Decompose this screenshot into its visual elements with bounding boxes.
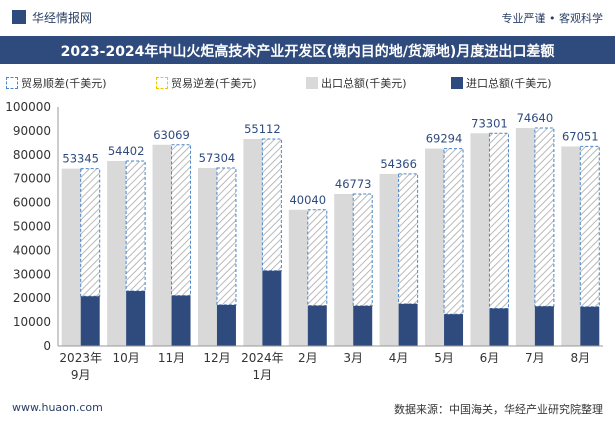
brand: 华经情报网 <box>12 9 92 26</box>
surplus-bar <box>534 127 555 307</box>
export-bar <box>243 139 263 346</box>
brand-name: 华经情报网 <box>32 11 93 25</box>
surplus-bar <box>398 173 419 305</box>
y-tick-label: 100000 <box>5 100 51 114</box>
y-tick-label: 70000 <box>13 172 51 186</box>
surplus-value-label: 69294 <box>426 132 463 146</box>
surplus-value-label: 73301 <box>471 116 508 130</box>
x-tick-label: 2月 <box>298 351 318 365</box>
surplus-bar <box>261 138 282 272</box>
y-tick-label: 90000 <box>13 124 51 138</box>
export-bar <box>61 168 81 346</box>
x-tick-label: 3月 <box>343 351 363 365</box>
export-bar <box>107 161 127 346</box>
x-tick-label: 2023年 9月 <box>59 351 102 382</box>
import-bar <box>353 305 373 346</box>
surplus-bar <box>171 144 192 297</box>
surplus-value-label: 54366 <box>380 157 417 171</box>
y-tick-label: 10000 <box>13 315 51 329</box>
chart-title: 2023-2024年中山火炬高技术产业开发区(境内目的地/货源地)月度进出口差额 <box>60 44 555 60</box>
surplus-bar <box>352 193 373 307</box>
y-tick-label: 50000 <box>13 220 51 234</box>
surplus-bar <box>307 209 328 307</box>
y-tick-label: 60000 <box>13 196 51 210</box>
surplus-value-label: 57304 <box>199 151 236 165</box>
top-bar: 华经情报网 专业严谨 • 客观科学 <box>0 0 615 36</box>
import-bar <box>126 291 146 346</box>
import-bar <box>307 305 327 346</box>
import-bar <box>216 304 236 346</box>
legend-item-import: 进口总额(千美元) <box>451 75 552 91</box>
export-bar <box>561 146 581 346</box>
surplus-bar <box>216 167 237 306</box>
y-tick-label: 30000 <box>13 267 51 281</box>
legend-label-surplus: 贸易顺差(千美元) <box>21 77 107 90</box>
brand-logo-icon <box>12 10 26 24</box>
export-bar <box>152 144 172 346</box>
import-bar <box>444 314 464 346</box>
legend-label-import: 进口总额(千美元) <box>466 77 552 90</box>
surplus-bar <box>579 145 600 308</box>
surplus-value-label: 55112 <box>244 122 281 136</box>
export-bar <box>470 133 490 346</box>
legend-swatch-surplus <box>6 77 18 89</box>
export-bar <box>425 148 445 346</box>
chart-plot: 0 10000 20000 30000 40000 50000 60000 70000 8000… <box>5 100 603 382</box>
legend-swatch-export <box>306 77 318 89</box>
import-bar <box>534 306 554 346</box>
import-bar <box>262 270 282 346</box>
surplus-bar <box>488 132 509 309</box>
title-bar: 2023-2024年中山火炬高技术产业开发区(境内目的地/货源地)月度进出口差额 <box>0 36 615 64</box>
x-tick-label: 5月 <box>434 351 454 365</box>
y-tick-label: 40000 <box>13 243 51 257</box>
x-tick-label: 10月 <box>112 351 139 365</box>
import-bar <box>580 306 600 346</box>
legend-swatch-deficit <box>156 77 168 89</box>
legend-item-deficit: 贸易逆差(千美元) <box>156 75 257 91</box>
surplus-value-label: 54402 <box>108 144 145 158</box>
surplus-value-label: 40040 <box>289 193 326 207</box>
export-bar <box>334 193 354 346</box>
surplus-bar <box>125 160 146 292</box>
export-bar <box>515 128 535 346</box>
legend-label-export: 出口总额(千美元) <box>321 77 407 90</box>
y-tick-label: 0 <box>43 339 51 353</box>
export-bar <box>379 173 399 346</box>
surplus-bar <box>443 148 464 315</box>
export-bar <box>197 167 217 346</box>
x-tick-label: 2024年 1月 <box>241 351 284 382</box>
surplus-bar <box>80 168 101 297</box>
export-bar <box>288 209 308 346</box>
x-tick-label: 6月 <box>480 351 500 365</box>
tagline: 专业严谨 • 客观科学 <box>501 12 603 25</box>
x-tick-label: 7月 <box>525 351 545 365</box>
legend-item-export: 出口总额(千美元) <box>306 75 407 91</box>
y-tick-label: 80000 <box>13 148 51 162</box>
surplus-value-label: 67051 <box>562 129 599 143</box>
surplus-value-label: 46773 <box>335 177 372 191</box>
surplus-value-label: 74640 <box>517 111 554 125</box>
import-bar <box>398 303 418 346</box>
x-tick-label: 11月 <box>158 351 185 365</box>
legend-item-surplus: 贸易顺差(千美元) <box>6 75 107 91</box>
import-bar <box>489 308 509 346</box>
x-tick-label: 12月 <box>203 351 230 365</box>
surplus-value-label: 63069 <box>153 128 190 142</box>
website-link[interactable]: www.huaon.com <box>12 401 103 414</box>
import-bar <box>171 295 191 346</box>
x-tick-label: 4月 <box>389 351 409 365</box>
import-bar <box>80 296 100 346</box>
x-tick-label: 8月 <box>570 351 590 365</box>
legend-label-deficit: 贸易逆差(千美元) <box>171 77 257 90</box>
legend-swatch-import <box>451 77 463 89</box>
data-source: 数据来源：中国海关，华经产业研究院整理 <box>394 403 603 416</box>
surplus-value-label: 53345 <box>62 152 99 166</box>
legend: 贸易顺差(千美元) 贸易逆差(千美元) 出口总额(千美元) 进口总额(千美元) <box>6 75 609 95</box>
y-tick-label: 20000 <box>13 291 51 305</box>
